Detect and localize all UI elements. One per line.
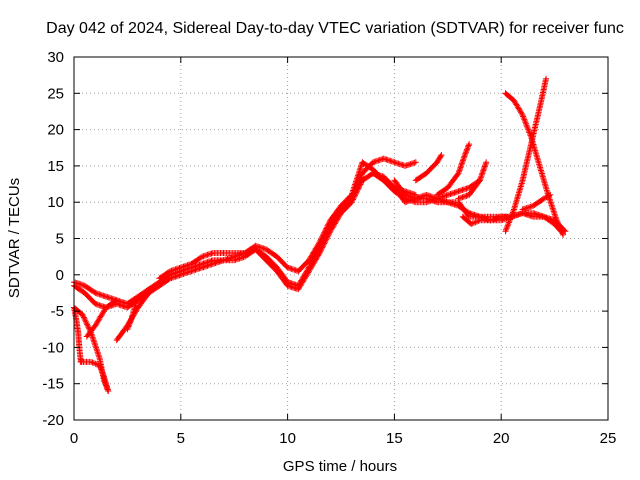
x-tick-label: 25: [600, 430, 617, 447]
x-tick-label: 10: [279, 430, 296, 447]
series-trace-15: [77, 358, 112, 394]
y-tick-label: -15: [42, 376, 64, 393]
y-tick-label: 20: [47, 122, 64, 139]
series-markers: [519, 191, 554, 213]
series-markers: [83, 297, 120, 340]
series-trace-11: [502, 75, 550, 235]
series-markers: [124, 300, 139, 333]
series-trace-7: [434, 141, 473, 198]
series-markers: [434, 141, 473, 198]
series-trace-16: [83, 297, 120, 340]
x-axis-label: GPS time / hours: [283, 458, 397, 475]
series-markers: [455, 159, 490, 202]
series-trace-9: [459, 213, 511, 227]
y-tick-label: 0: [56, 267, 64, 284]
y-tick-label: 15: [47, 158, 64, 175]
x-tick-label: 15: [386, 430, 403, 447]
series-markers: [459, 213, 511, 227]
y-tick-label: -5: [51, 303, 64, 320]
series-markers: [502, 75, 550, 235]
series-trace-6: [412, 152, 445, 184]
chart-title: Day 042 of 2024, Sidereal Day-to-day VTE…: [46, 20, 624, 37]
y-tick-label: 10: [47, 194, 64, 211]
series-markers: [77, 358, 112, 394]
data-series-layer: [71, 75, 569, 394]
x-tick-label: 5: [177, 430, 185, 447]
y-tick-label: -20: [42, 412, 64, 429]
x-tick-label: 0: [70, 430, 78, 447]
y-tick-label: 30: [47, 49, 64, 66]
y-tick-label: -10: [42, 339, 64, 356]
y-tick-label: 25: [47, 85, 64, 102]
y-tick-label: 5: [56, 231, 64, 248]
grid-lines: [74, 57, 608, 420]
axis-ticks: 0 5 10 15 20 25 -20 -15 -10 -5 0 5 10 15 20 25 30: [42, 49, 616, 447]
series-markers: [71, 170, 419, 311]
series-trace-8: [455, 159, 490, 202]
series-markers: [412, 152, 445, 184]
series-trace-18: [124, 300, 139, 333]
series-trace-2: [71, 170, 419, 311]
x-tick-label: 20: [493, 430, 510, 447]
series-trace-12: [519, 191, 554, 213]
y-axis-label: SDTVAR / TECUs: [6, 178, 23, 298]
